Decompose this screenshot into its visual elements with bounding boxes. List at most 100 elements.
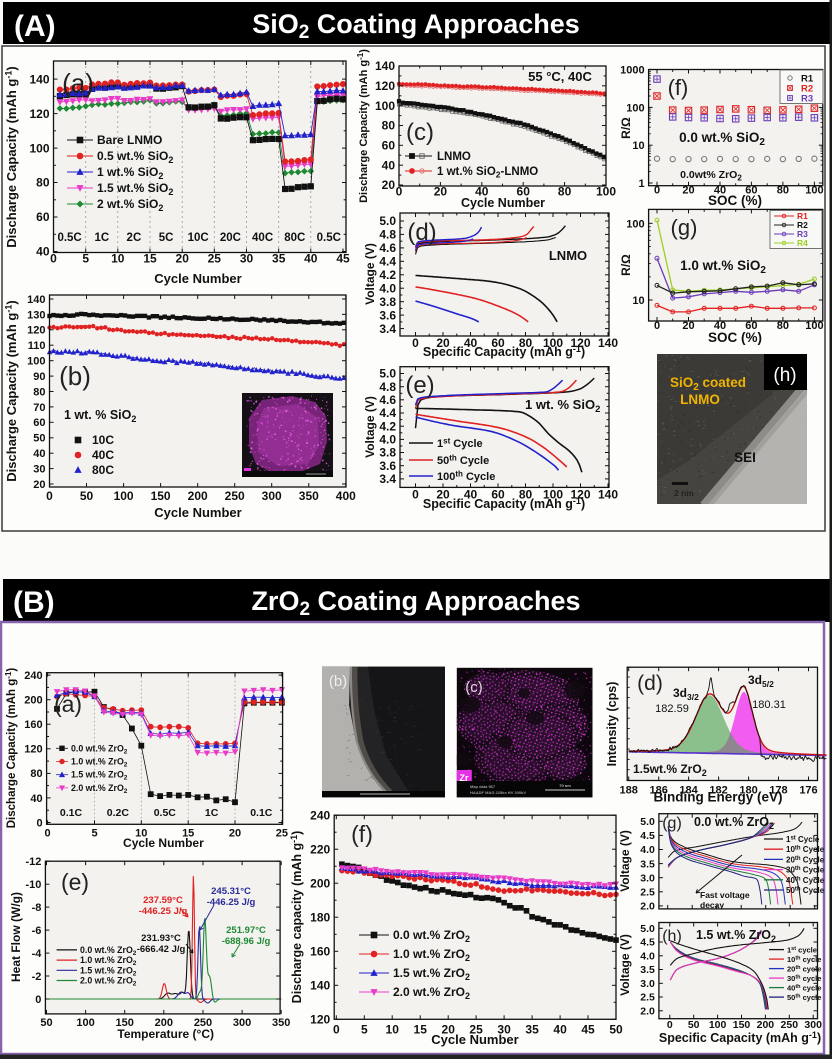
- svg-text:350: 350: [299, 489, 319, 503]
- svg-text:0: 0: [396, 185, 403, 199]
- svg-text:20: 20: [436, 336, 450, 350]
- svg-text:1.0 wt.% ZrO2: 1.0 wt.% ZrO2: [71, 757, 128, 769]
- svg-text:3.5: 3.5: [640, 964, 655, 976]
- svg-text:200: 200: [188, 489, 208, 503]
- svg-text:0.1C: 0.1C: [60, 807, 83, 819]
- svg-text:60: 60: [491, 487, 505, 501]
- svg-text:-10: -10: [25, 879, 41, 891]
- svg-text:100: 100: [805, 320, 823, 332]
- svg-text:(h): (h): [773, 365, 796, 386]
- svg-text:3.4: 3.4: [379, 322, 396, 336]
- svg-text:100: 100: [543, 487, 563, 501]
- svg-text:200: 200: [310, 876, 330, 890]
- svg-text:1.5wt.% ZrO2: 1.5wt.% ZrO2: [633, 762, 707, 778]
- svg-text:R2: R2: [801, 84, 813, 95]
- svg-text:1st cycle: 1st cycle: [787, 946, 817, 955]
- svg-text:20: 20: [229, 827, 241, 839]
- svg-text:90: 90: [33, 371, 45, 383]
- svg-text:10C: 10C: [188, 232, 209, 244]
- svg-text:150: 150: [151, 489, 171, 503]
- svg-text:(d): (d): [637, 672, 663, 695]
- svg-text:80: 80: [382, 119, 396, 133]
- svg-text:100: 100: [596, 185, 616, 199]
- svg-text:R2: R2: [797, 220, 808, 230]
- svg-text:3.0: 3.0: [640, 872, 655, 884]
- svg-text:184: 184: [679, 785, 698, 797]
- svg-text:120: 120: [570, 487, 590, 501]
- svg-text:0: 0: [412, 336, 419, 350]
- svg-text:40: 40: [464, 487, 478, 501]
- svg-text:0.1C: 0.1C: [250, 807, 273, 819]
- svg-text:0.5C: 0.5C: [154, 807, 177, 819]
- svg-text:(e): (e): [405, 372, 434, 399]
- svg-text:(a): (a): [54, 691, 82, 717]
- svg-text:40th cycle: 40th cycle: [787, 984, 821, 993]
- svg-text:3.0: 3.0: [640, 978, 655, 990]
- svg-text:178: 178: [769, 785, 787, 797]
- svg-text:140: 140: [29, 72, 49, 86]
- svg-text:30: 30: [497, 1022, 511, 1036]
- svg-text:200: 200: [24, 695, 42, 707]
- svg-text:240: 240: [310, 808, 330, 822]
- svg-text:140: 140: [310, 979, 330, 993]
- svg-text:60: 60: [745, 320, 757, 332]
- svg-text:250: 250: [781, 1019, 799, 1031]
- svg-text:R3: R3: [801, 94, 813, 105]
- svg-text:250: 250: [225, 489, 245, 503]
- svg-text:0.0 wt.% ZrO2: 0.0 wt.% ZrO2: [71, 743, 128, 755]
- svg-text:Discharge Capacity (mAh g-1): Discharge Capacity (mAh g-1): [4, 300, 20, 481]
- svg-text:40: 40: [30, 793, 42, 805]
- svg-text:100: 100: [29, 141, 49, 155]
- svg-text:60: 60: [745, 185, 757, 197]
- svg-text:35: 35: [525, 1022, 539, 1036]
- svg-text:20: 20: [682, 320, 694, 332]
- svg-text:180: 180: [739, 785, 757, 797]
- svg-text:3.8: 3.8: [379, 446, 396, 460]
- svg-text:1 wt.% SiO2: 1 wt.% SiO2: [97, 165, 163, 181]
- svg-text:70 nm: 70 nm: [559, 783, 571, 788]
- svg-text:1.0 wt.% ZrO2: 1.0 wt.% ZrO2: [80, 955, 137, 967]
- svg-text:(B): (B): [13, 586, 55, 619]
- svg-text:4.0: 4.0: [640, 844, 655, 856]
- svg-text:Temperature (°C): Temperature (°C): [117, 1027, 214, 1041]
- svg-text:1.0 wt.% ZrO2: 1.0 wt.% ZrO2: [393, 947, 470, 963]
- svg-text:40: 40: [382, 158, 396, 172]
- svg-text:188: 188: [620, 785, 638, 797]
- svg-text:110: 110: [28, 340, 46, 352]
- svg-text:5: 5: [91, 827, 97, 839]
- svg-text:30th cycle: 30th cycle: [787, 974, 821, 983]
- svg-text:0.5C: 0.5C: [317, 232, 341, 244]
- svg-text:120: 120: [29, 107, 49, 121]
- svg-text:80: 80: [558, 185, 572, 199]
- svg-text:Voltage (V): Voltage (V): [618, 830, 632, 892]
- svg-text:1C: 1C: [205, 807, 219, 819]
- svg-text:240: 240: [24, 670, 42, 682]
- svg-text:120: 120: [570, 336, 590, 350]
- svg-text:(c): (c): [406, 119, 434, 146]
- svg-text:SOC (%): SOC (%): [708, 193, 762, 208]
- svg-text:80: 80: [777, 185, 789, 197]
- svg-text:120: 120: [310, 1013, 330, 1027]
- svg-text:4.4: 4.4: [379, 406, 396, 420]
- svg-text:50: 50: [688, 1019, 700, 1031]
- svg-text:Specific Capacity (mAh g-1): Specific Capacity (mAh g-1): [423, 496, 585, 511]
- svg-text:0: 0: [35, 994, 41, 1006]
- svg-text:Specific Capacity (mAh g-1): Specific Capacity (mAh g-1): [423, 344, 585, 359]
- svg-text:60: 60: [517, 185, 531, 199]
- svg-text:5.0: 5.0: [379, 214, 396, 228]
- svg-text:4.6: 4.6: [379, 241, 396, 255]
- svg-text:140: 140: [598, 487, 618, 501]
- svg-text:0.0 wt.% ZrO2: 0.0 wt.% ZrO2: [393, 928, 470, 944]
- svg-text:5.0: 5.0: [640, 816, 655, 828]
- svg-text:1.5 wt.% ZrO2: 1.5 wt.% ZrO2: [80, 965, 137, 977]
- svg-text:100: 100: [375, 99, 395, 113]
- svg-text:10th cycle: 10th cycle: [787, 955, 821, 964]
- svg-text:140: 140: [375, 59, 395, 73]
- svg-text:SiO2 coated: SiO2 coated: [670, 375, 746, 393]
- svg-text:10: 10: [386, 1022, 400, 1036]
- svg-text:-446.25 J/g: -446.25 J/g: [139, 906, 188, 917]
- svg-text:50th Cycle: 50th Cycle: [786, 886, 825, 895]
- svg-text:40: 40: [475, 185, 489, 199]
- svg-text:Cycle Number: Cycle Number: [461, 196, 545, 210]
- svg-text:-446.25 J/g: -446.25 J/g: [207, 897, 256, 908]
